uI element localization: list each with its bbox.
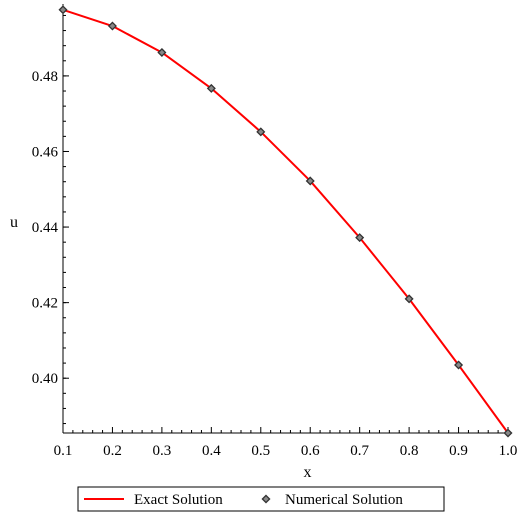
legend-label-numerical: Numerical Solution (285, 492, 403, 508)
numerical-solution-point (256, 127, 266, 137)
legend-box (77, 486, 445, 512)
x-tick-label: 0.9 (449, 443, 468, 459)
x-tick-label: 0.7 (350, 443, 369, 459)
numerical-solution-point (157, 47, 167, 57)
numerical-solution-point (206, 83, 216, 93)
axes (62, 4, 510, 434)
numerical-solution-point (404, 294, 414, 304)
y-tick-label: 0.42 (32, 296, 58, 312)
x-tick-label: 0.3 (153, 443, 172, 459)
x-tick-label: 0.8 (400, 443, 419, 459)
legend-diamond-marker (261, 494, 271, 504)
y-ticks: 0.40 0.42 0.44 0.46 0.48 (32, 14, 69, 425)
numerical-solution-point (107, 21, 117, 31)
legend: Exact Solution Numerical Solution (77, 486, 445, 512)
x-tick-label: 0.6 (301, 443, 320, 459)
numerical-solution-point (503, 428, 513, 438)
x-tick-label: 0.1 (54, 443, 73, 459)
numerical-solution-point (355, 233, 365, 243)
legend-numerical-marker-sample (261, 494, 271, 504)
x-ticks: 0.1 0.2 0.3 0.4 0.5 0.6 0.7 0.8 0.9 1.0 (54, 427, 518, 459)
y-tick-label: 0.44 (32, 220, 59, 236)
x-axis-title: x (304, 464, 312, 481)
numerical-solution-point (305, 176, 315, 186)
numerical-solution-point (58, 5, 68, 15)
series-layer (58, 5, 513, 438)
y-tick-label: 0.48 (32, 69, 58, 85)
y-tick-label: 0.40 (32, 371, 58, 387)
numerical-solution-point (454, 360, 464, 370)
legend-label-exact: Exact Solution (134, 492, 223, 508)
x-tick-label: 0.5 (251, 443, 270, 459)
x-tick-label: 0.4 (202, 443, 221, 459)
exact-solution-line (62, 8, 509, 434)
x-tick-label: 0.2 (103, 443, 122, 459)
x-tick-label: 1.0 (499, 443, 518, 459)
y-tick-label: 0.46 (32, 144, 59, 160)
y-axis-title: u (10, 214, 18, 231)
